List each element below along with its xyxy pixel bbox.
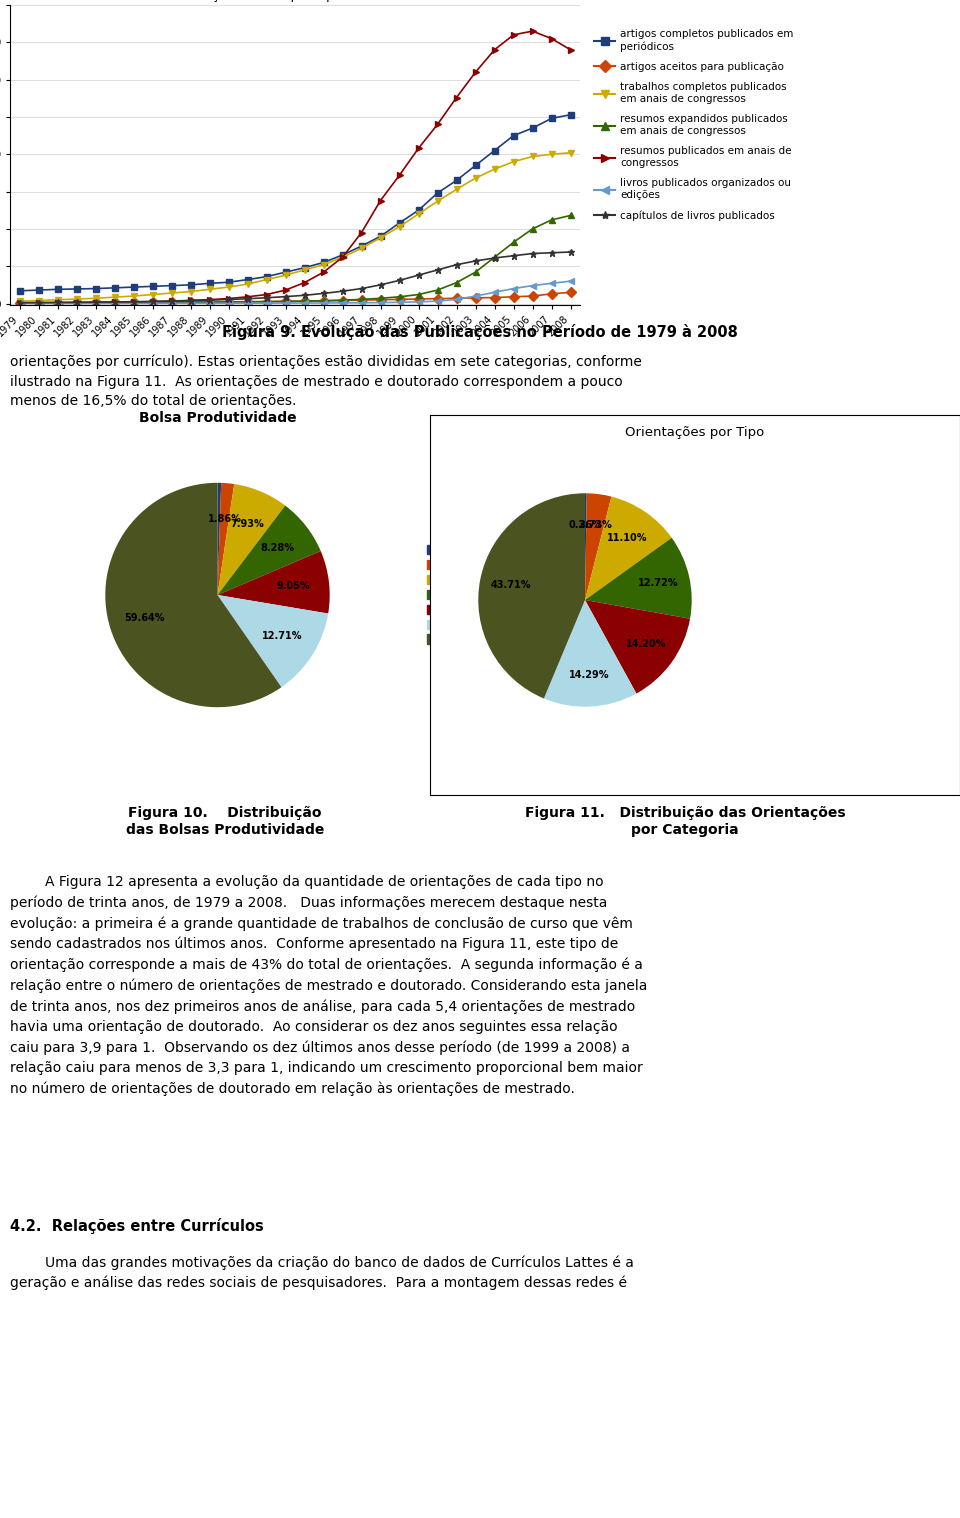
Wedge shape: [585, 600, 690, 694]
Text: orientações por currículo). Estas orientações estão divididas em sete categorias: orientações por currículo). Estas orient…: [10, 355, 642, 408]
Text: 8.28%: 8.28%: [261, 543, 295, 553]
Text: 12.71%: 12.71%: [262, 631, 302, 641]
Wedge shape: [218, 595, 328, 688]
Wedge shape: [218, 551, 329, 613]
Wedge shape: [585, 537, 692, 619]
Wedge shape: [218, 484, 285, 595]
Legend: artigos completos publicados em
periódicos, artigos aceitos para publicação, tra: artigos completos publicados em periódic…: [590, 26, 798, 225]
Wedge shape: [218, 483, 234, 595]
Text: Uma das grandes motivações da criação do banco de dados de Currículos Lattes é a: Uma das grandes motivações da criação do…: [10, 1255, 634, 1290]
Wedge shape: [218, 505, 321, 595]
Legend: SR, 2F, 1A, 1B, 1C, 1D, 2: SR, 2F, 1A, 1B, 1C, 1D, 2: [422, 540, 469, 650]
Text: 0.26%: 0.26%: [568, 519, 603, 530]
Wedge shape: [478, 493, 585, 698]
Text: 3.73%: 3.73%: [578, 521, 612, 530]
Text: Orientações por Tipo: Orientações por Tipo: [625, 427, 764, 439]
Text: Figura 10.    Distribuição
das Bolsas Produtividade: Figura 10. Distribuição das Bolsas Produ…: [126, 806, 324, 836]
Wedge shape: [544, 600, 636, 707]
Wedge shape: [585, 496, 672, 600]
Wedge shape: [585, 493, 587, 600]
Text: A Figura 12 apresenta a evolução da quantidade de orientações de cada tipo no
pe: A Figura 12 apresenta a evolução da quan…: [10, 874, 647, 1096]
Text: 1.86%: 1.86%: [207, 513, 241, 524]
Wedge shape: [585, 493, 612, 600]
Text: 9.05%: 9.05%: [276, 581, 310, 591]
Title: Publicações Anuais por Tipo - 1979-2008: Publicações Anuais por Tipo - 1979-2008: [167, 0, 422, 3]
Text: Figura 11.   Distribuição das Orientações
por Categoria: Figura 11. Distribuição das Orientações …: [525, 806, 846, 836]
Text: 12.72%: 12.72%: [638, 578, 679, 589]
Text: 11.10%: 11.10%: [608, 533, 648, 543]
Title: Bolsa Produtividade: Bolsa Produtividade: [138, 411, 297, 425]
Wedge shape: [106, 483, 281, 707]
Text: 59.64%: 59.64%: [124, 613, 165, 622]
Wedge shape: [218, 483, 221, 595]
Text: 7.93%: 7.93%: [230, 519, 264, 530]
Text: Figura 9. Evolução das Publicações no Período de 1979 à 2008: Figura 9. Evolução das Publicações no Pe…: [222, 325, 738, 340]
Text: 43.71%: 43.71%: [491, 580, 531, 591]
Text: 14.20%: 14.20%: [626, 639, 666, 650]
Text: 4.2.  Relações entre Currículos: 4.2. Relações entre Currículos: [10, 1219, 264, 1234]
Text: 14.29%: 14.29%: [568, 671, 610, 680]
